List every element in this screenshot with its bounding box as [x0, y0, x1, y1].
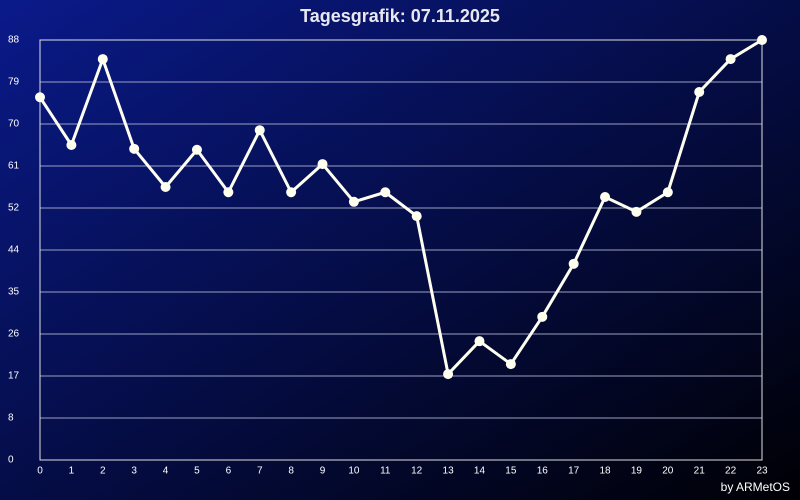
- data-point: [757, 35, 767, 45]
- data-point: [600, 192, 611, 203]
- data-point: [254, 125, 265, 136]
- data-point: [223, 187, 234, 198]
- data-point: [160, 182, 171, 192]
- data-point: [662, 187, 673, 198]
- y-tick-label: 8: [8, 413, 14, 424]
- data-point: [537, 311, 548, 322]
- data-point: [411, 211, 422, 222]
- x-tick-label: 21: [694, 466, 706, 477]
- x-tick-label: 9: [320, 466, 326, 477]
- x-tick-label: 15: [505, 466, 517, 477]
- credit: by ARMetOS: [721, 480, 790, 494]
- y-tick-label: 61: [8, 161, 20, 172]
- data-point: [97, 54, 108, 65]
- x-tick-label: 7: [257, 466, 263, 477]
- x-tick-label: 22: [725, 466, 737, 477]
- x-tick-label: 18: [599, 466, 611, 477]
- x-tick-label: 17: [568, 466, 580, 477]
- y-tick-label: 26: [8, 329, 20, 340]
- x-tick-label: 19: [631, 466, 643, 477]
- x-tick-label: 5: [194, 466, 200, 477]
- data-point: [66, 140, 77, 150]
- x-tick-label: 13: [443, 466, 455, 477]
- y-tick-label: 44: [8, 245, 20, 256]
- data-point: [505, 359, 516, 370]
- x-tick-label: 10: [348, 466, 360, 477]
- y-tick-label: 52: [8, 203, 20, 214]
- x-tick-label: 1: [69, 466, 75, 477]
- y-tick-label: 70: [8, 119, 20, 130]
- data-point: [380, 187, 391, 198]
- data-point: [694, 87, 705, 98]
- data-point: [568, 258, 579, 269]
- y-tick-label: 79: [8, 77, 20, 88]
- data-point: [317, 159, 328, 170]
- data-point: [348, 196, 359, 207]
- x-tick-label: 12: [411, 466, 423, 477]
- y-tick-label: 35: [8, 287, 20, 298]
- y-tick-label: 17: [8, 371, 20, 382]
- x-tick-label: 14: [474, 466, 486, 477]
- x-tick-label: 6: [226, 466, 232, 477]
- data-point: [35, 92, 45, 103]
- x-tick-label: 16: [537, 466, 549, 477]
- data-point: [286, 187, 297, 198]
- y-tick-label: 88: [8, 35, 20, 46]
- data-point: [129, 143, 140, 154]
- x-tick-label: 0: [37, 466, 43, 477]
- x-tick-label: 20: [662, 466, 674, 477]
- data-point: [631, 206, 642, 217]
- series-line: [38, 38, 763, 376]
- data-point: [443, 369, 454, 380]
- x-tick-label: 4: [163, 466, 169, 477]
- data-point: [191, 144, 202, 155]
- data-point: [725, 54, 736, 65]
- x-tick-label: 11: [380, 466, 391, 477]
- data-point: [474, 336, 485, 347]
- x-tick-label: 3: [131, 466, 137, 477]
- chart-title: Tagesgrafik: 07.11.2025: [300, 6, 500, 26]
- x-tick-label: 8: [288, 466, 294, 477]
- x-tick-label: 2: [100, 466, 106, 477]
- y-tick-label: 0: [8, 455, 14, 466]
- plot-border: [39, 39, 763, 461]
- x-tick-label: 23: [756, 466, 768, 477]
